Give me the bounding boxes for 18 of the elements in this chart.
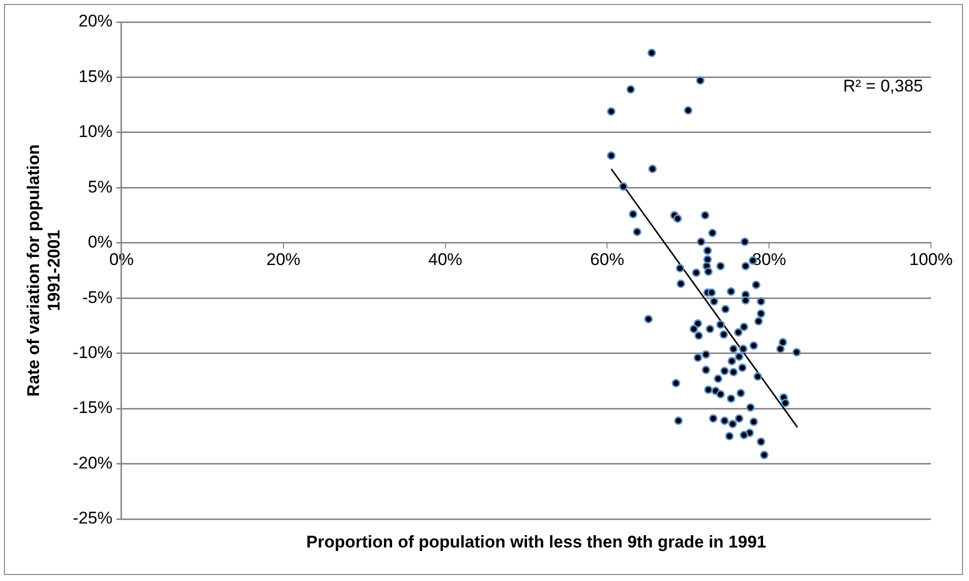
annotation: R² = 0,385	[843, 76, 923, 96]
x-tick-label: 60%	[590, 250, 624, 269]
y-tick-label: -25%	[72, 508, 112, 528]
x-tick-label: 40%	[428, 250, 462, 269]
y-tick-label: -5%	[82, 288, 112, 307]
y-tick-label: 15%	[78, 66, 112, 86]
y-axis-title: Rate of variation for population 1991-2001	[24, 144, 64, 397]
x-tick-label: 100%	[909, 250, 953, 269]
y-tick-label: 0%	[88, 232, 112, 252]
x-axis-title: Proportion of population with less then 9th grade in 1991	[306, 532, 766, 552]
x-tick-label: 20%	[266, 250, 300, 269]
y-tick-label: -20%	[72, 453, 112, 472]
y-tick-label: 5%	[88, 177, 112, 196]
y-tick-label: -15%	[72, 398, 112, 418]
y-tick-label: -10%	[72, 343, 112, 362]
x-tick-label: 0%	[109, 250, 134, 269]
y-tick-label: 10%	[78, 122, 112, 142]
y-tick-label: 20%	[78, 12, 112, 31]
